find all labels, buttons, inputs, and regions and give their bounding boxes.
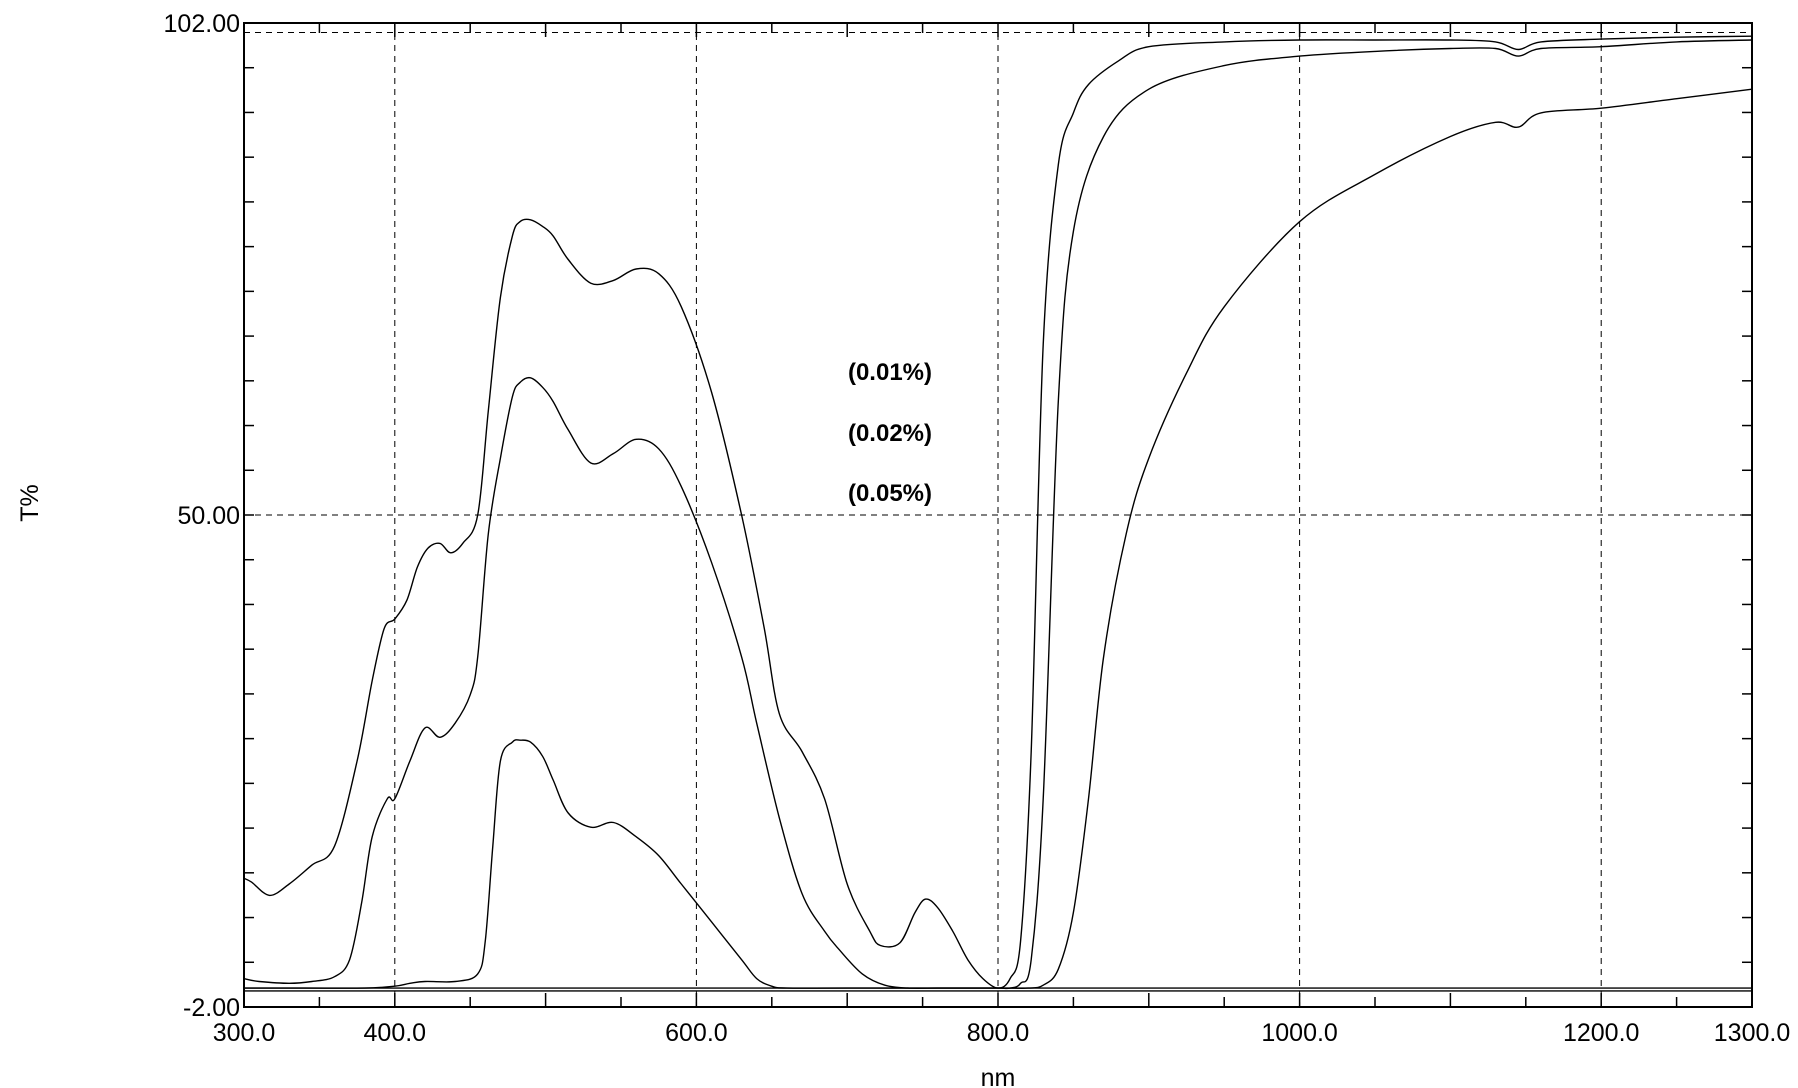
series-line-0 bbox=[243, 35, 1753, 989]
x-tick-label: 1200.0 bbox=[1563, 1019, 1639, 1047]
x-axis-title: nm bbox=[981, 1064, 1016, 1088]
x-tick-label: 400.0 bbox=[364, 1019, 427, 1047]
series-line-2 bbox=[244, 88, 1753, 989]
annotation-2: (0.05%) bbox=[848, 480, 932, 507]
x-tick-label: 600.0 bbox=[665, 1019, 728, 1047]
y-tick-label: 50.00 bbox=[177, 502, 240, 530]
annotation-1: (0.02%) bbox=[848, 420, 932, 447]
y-tick-label: -2.00 bbox=[183, 994, 240, 1022]
y-tick-labels: -2.00 50.00 102.00 bbox=[164, 10, 240, 1022]
x-tick-labels: 300.0 400.0 600.0 800.0 1000.0 1200.0 1300.0 bbox=[213, 1019, 1791, 1047]
series-lines bbox=[243, 35, 1753, 992]
x-tick-label: 1000.0 bbox=[1261, 1019, 1337, 1047]
plot-frame bbox=[243, 22, 1753, 1008]
axis-ticks bbox=[243, 22, 1753, 1008]
x-tick-label: 300.0 bbox=[213, 1019, 276, 1047]
series-line-1 bbox=[243, 39, 1753, 990]
x-tick-label: 800.0 bbox=[967, 1019, 1030, 1047]
y-tick-label: 102.00 bbox=[164, 10, 240, 38]
x-tick-label: 1300.0 bbox=[1714, 1019, 1790, 1047]
y-axis-title: T% bbox=[16, 484, 44, 522]
annotation-0: (0.01%) bbox=[848, 359, 932, 386]
